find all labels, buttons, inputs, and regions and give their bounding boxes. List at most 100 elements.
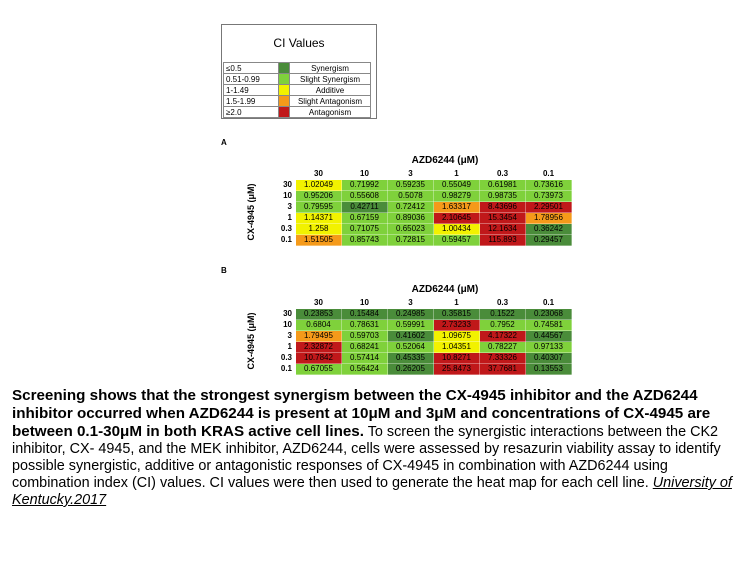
table-row: 30 1.02049 0.71992 0.59235 0.55049 0.61981 0.7… xyxy=(276,179,572,191)
heatmap-cell: 2.10645 xyxy=(433,212,480,224)
caption-body: To screen the synergistic interactions b… xyxy=(12,424,721,491)
heatmap-cell: 0.45335 xyxy=(387,352,434,364)
heatmap-cell: 0.68241 xyxy=(341,341,388,353)
heatmap-cell: 1.02049 xyxy=(295,179,342,191)
panel-b-y-drug: CX-4945 (μM) xyxy=(246,312,256,370)
heatmap-cell: 0.97133 xyxy=(525,341,572,353)
heatmap-cell: 1.04351 xyxy=(433,341,480,353)
panel-a-x-drug: AZD6244 (μM) xyxy=(411,155,479,166)
panel-a-heatmap: 30 10 3 1 0.3 0.1 30 1.02049 0.71992 0.59235 0.550… xyxy=(276,169,572,246)
heatmap-cell: 0.59457 xyxy=(433,234,480,246)
heatmap-cell: 37.7681 xyxy=(479,363,526,375)
heatmap-cell: 0.36242 xyxy=(525,223,572,235)
heatmap-cell: 0.23853 xyxy=(295,308,342,320)
column-header: 0.3 xyxy=(496,169,509,178)
table-row: 3 0.79595 0.42711 0.72412 1.63317 8.43696 2.29… xyxy=(276,201,572,213)
heatmap-cell: 0.67055 xyxy=(295,363,342,375)
legend-swatch xyxy=(278,106,290,118)
legend-swatch xyxy=(278,73,290,85)
legend-label: Slight Synergism xyxy=(289,73,371,85)
column-header: 30 xyxy=(314,169,323,178)
legend-title: CI Values xyxy=(273,36,325,50)
caption-bold: Screening shows that the strongest syner… xyxy=(12,387,711,440)
heatmap-cell: 0.40307 xyxy=(525,352,572,364)
legend-table: ≤0.5 Synergism 0.51-0.99 Slight Synergism 1-… xyxy=(223,62,371,118)
column-header: 10 xyxy=(360,169,369,178)
heatmap-cell: 0.29457 xyxy=(525,234,572,246)
table-row: 10 0.6804 0.78631 0.59991 2.73233 0.7952 0.745… xyxy=(276,319,572,331)
row-header: 10 xyxy=(283,191,292,200)
heatmap-cell: 0.71992 xyxy=(341,179,388,191)
heatmap-cell: 0.72412 xyxy=(387,201,434,213)
heatmap-cell: 0.78227 xyxy=(479,341,526,353)
heatmap-cell: 0.23068 xyxy=(525,308,572,320)
legend-range: 1-1.49 xyxy=(223,84,279,96)
heatmap-cell: 0.52064 xyxy=(387,341,434,353)
table-row: 30 0.23853 0.15484 0.24985 0.35815 0.1522 0.23… xyxy=(276,308,572,320)
ci-legend: CI Values ≤0.5 Synergism 0.51-0.99 Slight S… xyxy=(221,24,377,119)
heatmap-cell: 1.78956 xyxy=(525,212,572,224)
legend-row: 1.5-1.99 Slight Antagonism xyxy=(223,95,371,107)
column-header: 3 xyxy=(408,169,413,178)
heatmap-cell: 0.56424 xyxy=(341,363,388,375)
heatmap-cell: 0.5078 xyxy=(387,190,434,202)
heatmap-cell: 1.00434 xyxy=(433,223,480,235)
heatmap-cell: 0.44567 xyxy=(525,330,572,342)
heatmap-cell: 0.95206 xyxy=(295,190,342,202)
legend-swatch xyxy=(278,95,290,107)
row-header: 1 xyxy=(287,342,292,351)
legend-row: ≤0.5 Synergism xyxy=(223,62,371,74)
legend-range: 0.51-0.99 xyxy=(223,73,279,85)
row-header: 30 xyxy=(283,180,292,189)
column-header: 10 xyxy=(360,298,369,307)
heatmap-cell: 0.42711 xyxy=(341,201,388,213)
heatmap-cell: 0.73616 xyxy=(525,179,572,191)
column-header: 0.1 xyxy=(542,298,555,307)
table-row: 0.1 0.67055 0.56424 0.26205 25.8473 37.7681 0.… xyxy=(276,363,572,375)
heatmap-cell: 0.65023 xyxy=(387,223,434,235)
heatmap-cell: 0.61981 xyxy=(479,179,526,191)
table-row: 1 1.14371 0.67159 0.89036 2.10645 15.3454 1.78… xyxy=(276,212,572,224)
row-header: 0.1 xyxy=(280,364,292,373)
heatmap-cell: 0.74581 xyxy=(525,319,572,331)
heatmap-cell: 0.13553 xyxy=(525,363,572,375)
table-row: 3 1.79495 0.59703 0.41602 1.09675 4.17322 0.44… xyxy=(276,330,572,342)
panel-b-heatmap: 30 10 3 1 0.3 0.1 30 0.23853 0.15484 0.24985 0.358… xyxy=(276,298,572,375)
caption-citation-link[interactable]: University of Kentucky.2017 xyxy=(12,475,732,508)
heatmap-cell: 115.893 xyxy=(479,234,526,246)
row-header: 0.1 xyxy=(280,235,292,244)
heatmap-cell: 1.258 xyxy=(295,223,342,235)
legend-label: Antagonism xyxy=(289,106,371,118)
heatmap-cell: 0.24985 xyxy=(387,308,434,320)
heatmap-cell: 0.35815 xyxy=(433,308,480,320)
heatmap-cell: 0.6804 xyxy=(295,319,342,331)
column-header: 30 xyxy=(314,298,323,307)
column-header: 1 xyxy=(454,298,459,307)
heatmap-corner xyxy=(276,298,296,309)
heatmap-cell: 1.14371 xyxy=(295,212,342,224)
column-header: 0.1 xyxy=(542,169,555,178)
legend-swatch xyxy=(278,84,290,96)
legend-label: Slight Antagonism xyxy=(289,95,371,107)
heatmap-cell: 0.73973 xyxy=(525,190,572,202)
figure-caption: Screening shows that the strongest syner… xyxy=(12,387,748,509)
heatmap-cell: 10.8271 xyxy=(433,352,480,364)
heatmap-cell: 1.09675 xyxy=(433,330,480,342)
heatmap-cell: 8.43696 xyxy=(479,201,526,213)
row-header: 30 xyxy=(283,309,292,318)
column-header: 1 xyxy=(454,169,459,178)
heatmap-cell: 1.63317 xyxy=(433,201,480,213)
heatmap-cell: 0.98279 xyxy=(433,190,480,202)
legend-range: ≤0.5 xyxy=(223,62,279,74)
column-header: 3 xyxy=(408,298,413,307)
heatmap-cell: 2.32872 xyxy=(295,341,342,353)
panel-b-label: B xyxy=(221,266,227,275)
panel-b-x-drug: AZD6244 (μM) xyxy=(411,284,479,295)
heatmap-cell: 1.51505 xyxy=(295,234,342,246)
heatmap-cell: 7.33326 xyxy=(479,352,526,364)
column-header: 0.3 xyxy=(496,298,509,307)
heatmap-cell: 1.79495 xyxy=(295,330,342,342)
heatmap-cell: 0.41602 xyxy=(387,330,434,342)
heatmap-cell: 0.59703 xyxy=(341,330,388,342)
legend-row: 1-1.49 Additive xyxy=(223,84,371,96)
